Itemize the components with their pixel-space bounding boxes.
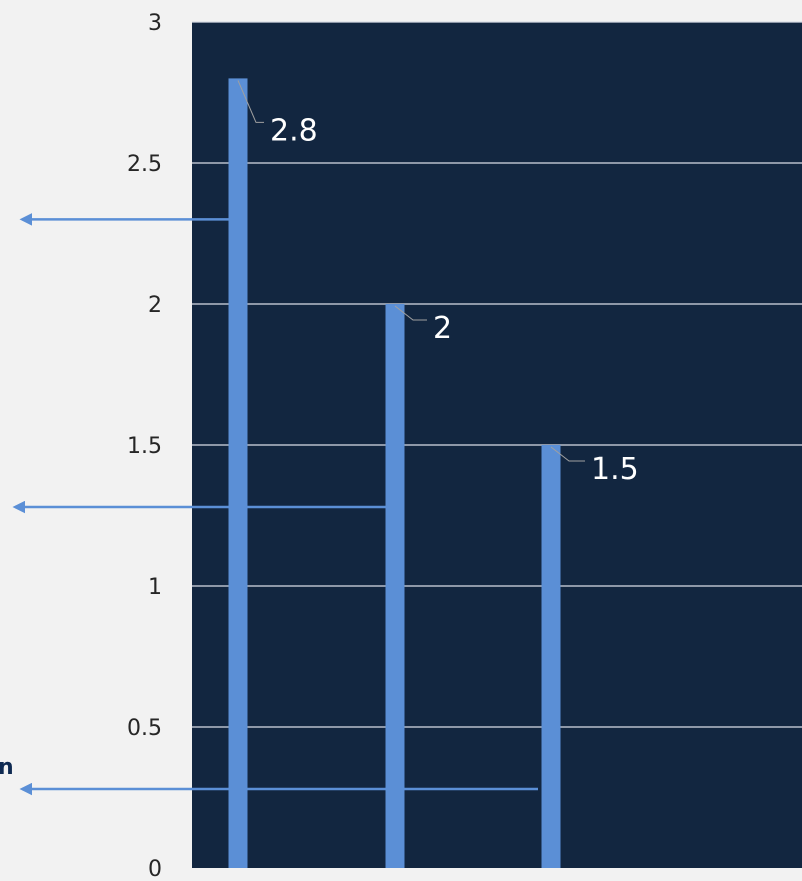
bar	[228, 78, 248, 868]
data-label: 1.5	[591, 452, 639, 487]
y-tick-label: 1.5	[127, 434, 162, 459]
y-tick-label: 0	[148, 857, 162, 881]
data-label: 2	[433, 311, 452, 346]
y-tick-label: 3	[148, 11, 162, 36]
data-label: 2.8	[270, 113, 318, 148]
bar	[385, 304, 405, 868]
y-tick-label: 0.5	[127, 716, 162, 741]
y-tick-label: 2.5	[127, 152, 162, 177]
y-axis-ticks: 0 0.5 1 1.5 2 2.5 3	[127, 11, 162, 881]
annotation-arrows	[12, 213, 538, 796]
left-edge-text: n	[0, 755, 14, 780]
bars	[228, 78, 561, 868]
leader-line	[394, 305, 427, 321]
data-labels: 2.8 2 1.5	[237, 80, 639, 487]
gridlines	[192, 21, 802, 728]
leader-line	[550, 446, 585, 462]
leader-line	[237, 80, 264, 123]
y-tick-label: 2	[148, 293, 162, 318]
bar	[541, 445, 561, 868]
y-tick-label: 1	[148, 575, 162, 600]
